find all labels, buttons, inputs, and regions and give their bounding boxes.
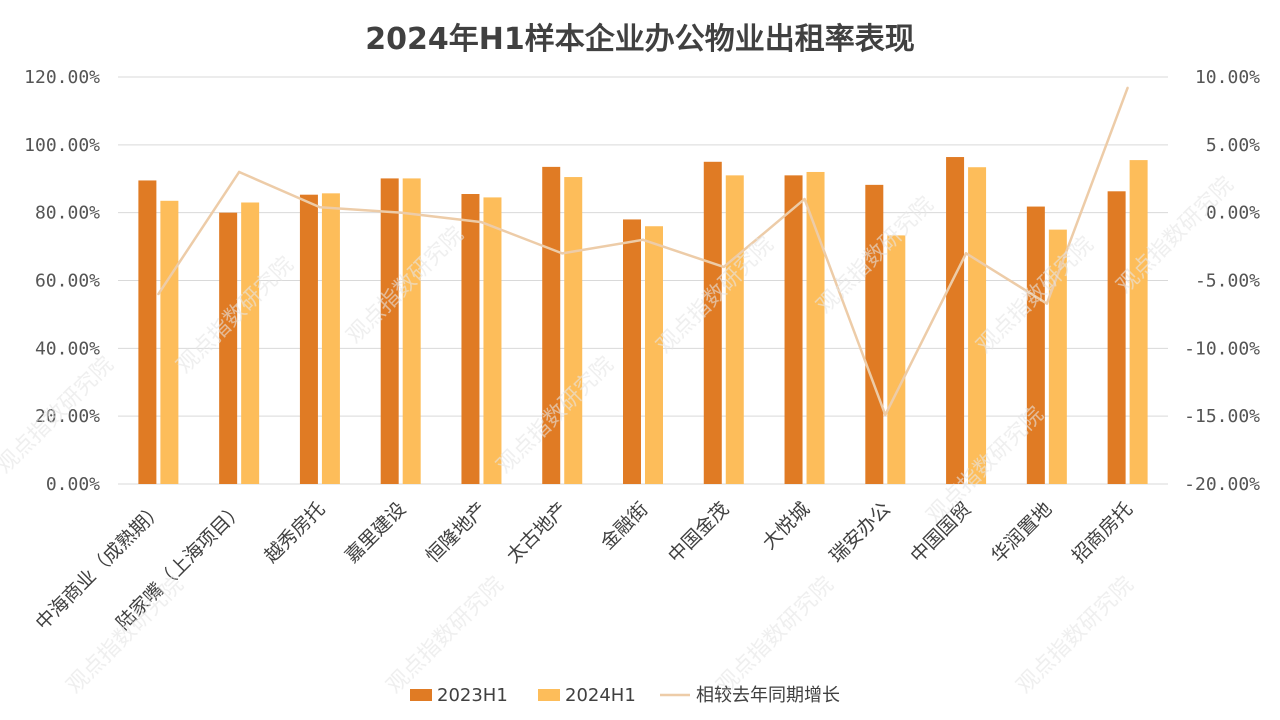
legend-swatch-2024h1 <box>538 689 560 701</box>
right-tick-label: -10.00% <box>1184 338 1260 359</box>
growth-point <box>157 292 160 296</box>
bar-2024h1 <box>241 202 260 484</box>
category-label: 招商房托 <box>1068 498 1137 567</box>
chart-title: 2024年H1样本企业办公物业出租率表现 <box>365 22 915 57</box>
growth-point <box>641 238 645 241</box>
left-axis: 0.00% 20.00% 40.00% 60.00% 80.00% 100.00% 120.… <box>24 67 100 495</box>
bar-2023h1 <box>219 212 238 484</box>
bar-2024h1 <box>645 226 663 484</box>
bar-2023h1 <box>138 180 157 484</box>
watermark-text: 观点指数研究院 <box>382 572 509 699</box>
left-tick-label: 40.00% <box>35 338 100 359</box>
left-tick-label: 80.00% <box>35 203 100 224</box>
category-label: 华润置地 <box>987 498 1056 567</box>
category-label: 金融街 <box>597 498 653 554</box>
bar-2024h1 <box>564 177 583 484</box>
category-label: 恒隆地产 <box>422 498 491 567</box>
growth-point <box>480 220 483 224</box>
bar-2024h1 <box>483 197 502 484</box>
line-layer <box>157 86 1129 417</box>
category-label: 中国金茂 <box>664 498 733 567</box>
bars-layer <box>138 157 1148 485</box>
bar-2023h1 <box>461 194 480 484</box>
right-tick-label: -5.00% <box>1195 271 1260 292</box>
bar-2024h1 <box>160 200 179 484</box>
category-label: 瑞安办公 <box>826 498 895 567</box>
watermark-text: 观点指数研究院 <box>712 572 839 699</box>
legend-swatch-2023h1 <box>410 689 432 701</box>
bar-2023h1 <box>1026 206 1045 485</box>
legend: 2023H1 2024H1 相较去年同期增长 <box>410 685 840 706</box>
left-tick-label: 0.00% <box>46 474 100 495</box>
right-tick-label: -15.00% <box>1184 406 1260 427</box>
bar-2023h1 <box>623 219 641 484</box>
bar-2023h1 <box>299 194 318 484</box>
bar-2024h1 <box>1129 160 1148 485</box>
left-tick-label: 120.00% <box>24 67 100 88</box>
bar-2024h1 <box>887 235 906 484</box>
category-label: 越秀房托 <box>260 498 329 567</box>
bar-2023h1 <box>703 161 722 484</box>
right-axis: -20.00% -15.00% -10.00% -5.00% 0.00% 5.00% 10.… <box>1184 67 1260 495</box>
left-tick-label: 60.00% <box>35 271 100 292</box>
bar-2023h1 <box>380 178 399 484</box>
legend-label-2023h1: 2023H1 <box>437 685 508 706</box>
bar-2024h1 <box>968 167 987 485</box>
growth-point <box>803 197 806 201</box>
category-label: 嘉里建设 <box>341 498 410 567</box>
growth-point <box>318 206 322 209</box>
watermark-text: 观点指数研究院 <box>0 352 119 479</box>
growth-point <box>561 252 564 255</box>
watermark-text: 观点指数研究院 <box>1012 572 1139 699</box>
grid-layer <box>118 76 1168 485</box>
growth-point <box>1045 302 1049 305</box>
growth-point <box>722 265 725 269</box>
right-tick-label: 5.00% <box>1206 135 1260 156</box>
bar-2024h1 <box>321 193 340 484</box>
growth-point <box>399 211 402 214</box>
right-tick-label: -20.00% <box>1184 474 1260 495</box>
category-labels: 中海商业（成熟期）陆家嘴（上海项目） 越秀房托 嘉里建设 恒隆地产 太古地产 金融街 中国金… <box>31 498 1137 634</box>
bar-2023h1 <box>784 175 803 484</box>
growth-point <box>964 252 968 255</box>
bar-2024h1 <box>402 178 421 484</box>
category-label: 大悦城 <box>758 498 814 554</box>
bar-2023h1 <box>1107 191 1126 484</box>
right-tick-label: 10.00% <box>1195 67 1260 88</box>
growth-point <box>884 413 887 417</box>
bar-2024h1 <box>1048 229 1067 484</box>
bar-2024h1 <box>806 171 825 484</box>
bar-2023h1 <box>946 157 965 484</box>
bar-2024h1 <box>725 175 744 484</box>
bar-2023h1 <box>865 184 884 485</box>
legend-label-growth: 相较去年同期增长 <box>696 685 840 706</box>
growth-point <box>1126 86 1129 90</box>
left-tick-label: 20.00% <box>35 406 100 427</box>
category-label: 太古地产 <box>502 498 571 567</box>
legend-label-2024h1: 2024H1 <box>565 685 636 706</box>
right-tick-label: 0.00% <box>1206 203 1260 224</box>
growth-point <box>237 170 241 174</box>
left-tick-label: 100.00% <box>24 135 100 156</box>
